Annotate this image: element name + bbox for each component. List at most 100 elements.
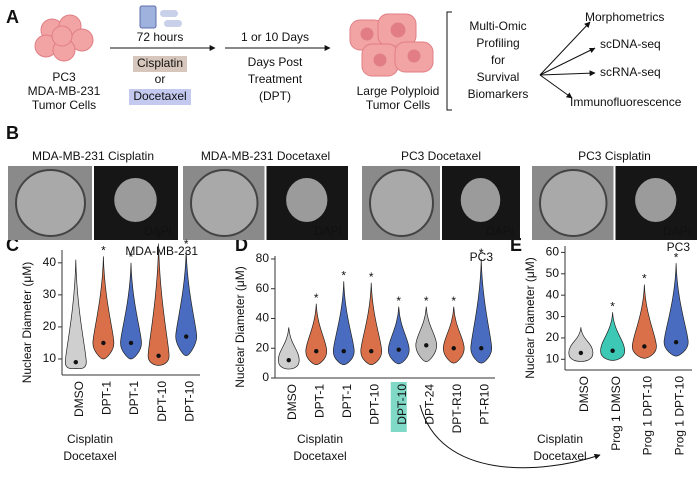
label: Large Polyploid <box>357 84 440 98</box>
y-tick-label: 60 <box>546 245 560 259</box>
label: Treatment <box>248 72 303 86</box>
median-dot <box>578 350 584 356</box>
cell <box>369 169 434 237</box>
x-tick-label: DPT-10 <box>367 384 381 425</box>
significance: * <box>396 294 401 308</box>
x-tick-label: DPT-1 <box>127 381 141 415</box>
significance: * <box>156 231 161 245</box>
y-tick-label: 0 <box>262 370 269 384</box>
label: Multi-Omic <box>469 19 526 33</box>
median-dot <box>128 340 134 346</box>
y-tick-label: 10 <box>43 351 57 365</box>
y-tick-label: 20 <box>43 319 57 333</box>
label: scDNA-seq <box>600 37 661 51</box>
significance: * <box>642 272 647 286</box>
significance: * <box>479 246 484 260</box>
y-axis-label: Nuclear Diameter (μM) <box>233 266 247 388</box>
label: (DPT) <box>259 89 291 103</box>
nucleus <box>460 178 501 222</box>
y-tick-label: 40 <box>546 287 560 301</box>
median-dot <box>341 349 346 354</box>
label: Profiling <box>476 36 519 50</box>
label: 1 or 10 Days <box>241 30 309 44</box>
nucleus <box>635 178 677 222</box>
nucleus <box>114 178 157 222</box>
violin <box>332 281 355 365</box>
significance: * <box>101 244 106 258</box>
violin <box>631 284 657 359</box>
label: Docetaxel <box>133 89 186 103</box>
cell <box>15 169 86 237</box>
panel-label: A <box>6 7 19 27</box>
stain-label: DAPI <box>486 224 514 238</box>
violin <box>277 327 300 370</box>
violin <box>120 262 142 360</box>
y-tick-label: 50 <box>546 266 560 280</box>
label: Biomarkers <box>468 87 529 101</box>
x-tick-label: Prog 1 DMSO <box>609 376 623 451</box>
y-tick-label: 40 <box>256 311 270 325</box>
cell <box>539 169 608 237</box>
x-tick-label: DPT-10 <box>155 381 169 422</box>
nucleus <box>286 178 328 222</box>
cell <box>190 169 259 237</box>
y-axis-label: Nuclear Diameter (μM) <box>20 262 34 384</box>
y-tick-label: 60 <box>256 281 270 295</box>
x-tick-label: DMSO <box>72 381 86 417</box>
y-tick-label: 30 <box>546 309 560 323</box>
image-title: PC3 Docetaxel <box>401 149 481 163</box>
label: Tumor Cells <box>32 98 96 112</box>
violin <box>175 249 198 357</box>
image-title: MDA-MB-231 Cisplatin <box>32 149 154 163</box>
charts: 10 20 30 40 Nuclear Diameter (μM) MDA-MB-231 D… <box>20 231 692 463</box>
image-title: MDA-MB-231 Docetaxel <box>201 149 330 163</box>
median-dot <box>479 346 484 351</box>
significance: * <box>184 237 189 251</box>
violin <box>387 306 410 365</box>
label: PC3 <box>52 70 76 84</box>
x-tick-label: DPT-1 <box>312 384 326 418</box>
y-tick-label: 20 <box>546 330 560 344</box>
label: Tumor Cells <box>366 98 430 112</box>
violin <box>568 327 594 362</box>
violin <box>415 306 438 362</box>
x-tick-label: DMSO <box>577 376 591 412</box>
median-dot <box>424 343 429 348</box>
link-arrow <box>419 404 601 469</box>
polyploid-cells-icon <box>349 13 434 77</box>
legend-entry: Docetaxel <box>533 449 586 463</box>
stain-label: DAPI <box>314 224 342 238</box>
x-tick-label: DPT-1 <box>340 384 354 418</box>
median-dot <box>73 359 79 365</box>
label: for <box>491 53 505 67</box>
x-tick-label: Prog 1 DPT-10 <box>641 376 655 456</box>
y-tick-label: 30 <box>43 287 57 301</box>
image-title: PC3 Cisplatin <box>578 149 651 163</box>
x-tick-label: DMSO <box>285 384 299 420</box>
violin <box>305 303 328 365</box>
x-tick-label: Prog 1 DPT-10 <box>672 376 686 456</box>
label: MDA-MB-231 <box>28 84 101 98</box>
x-tick-label: DPT-24 <box>422 384 436 425</box>
median-dot <box>642 344 647 349</box>
legend-entry: Docetaxel <box>293 449 346 463</box>
legend-entry: Cisplatin <box>537 432 583 446</box>
bracket <box>446 11 452 111</box>
significance: * <box>674 250 679 264</box>
label: 72 hours <box>137 30 184 44</box>
x-tick-label: DPT-10 <box>182 381 196 422</box>
significance: * <box>341 268 346 282</box>
drug-icon <box>139 5 182 29</box>
legend-entry: Docetaxel <box>63 449 116 463</box>
x-tick-label: DPT-R10 <box>450 384 464 434</box>
arrows <box>539 21 596 99</box>
chart-title: MDA-MB-231 <box>125 244 198 258</box>
significance: * <box>129 250 134 264</box>
panel-label: B <box>6 123 19 143</box>
violin <box>600 312 626 361</box>
label: Days Post <box>248 55 303 69</box>
significance: * <box>369 270 374 284</box>
violin <box>360 282 383 365</box>
y-axis-label: Nuclear Diameter (μM) <box>523 257 537 379</box>
